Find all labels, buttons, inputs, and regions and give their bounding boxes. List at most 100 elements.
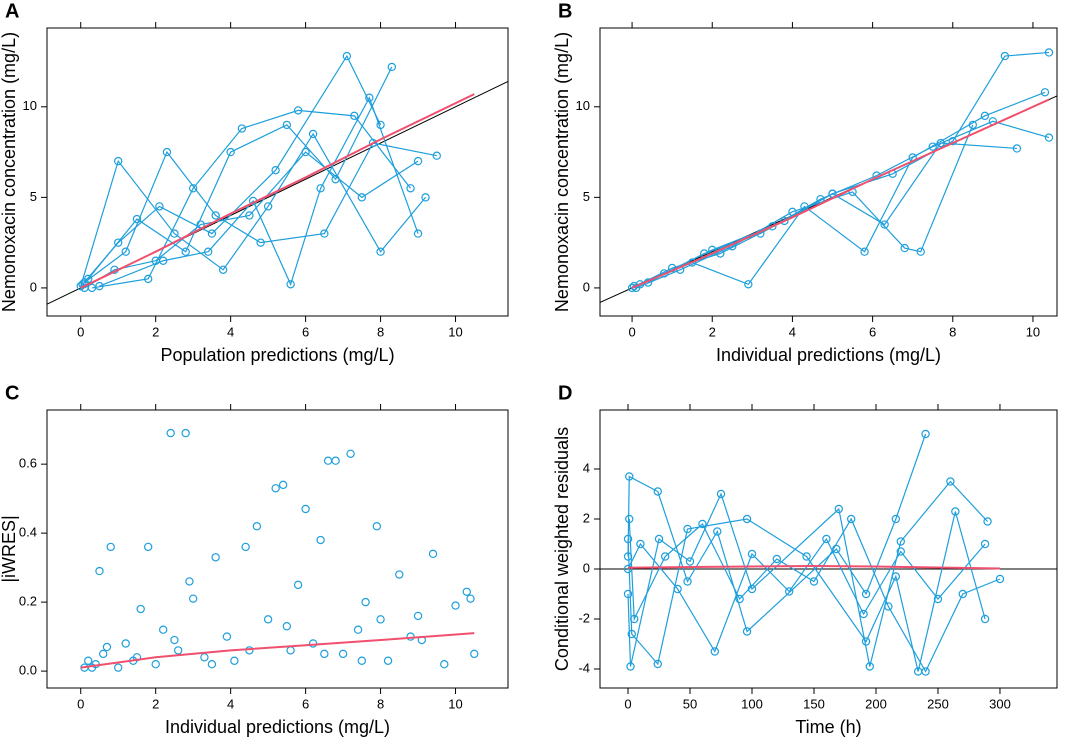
point (891, 572, 901, 581)
point (713, 527, 722, 536)
subject-line (87, 66, 393, 280)
point (744, 280, 753, 289)
point (308, 129, 318, 139)
panel: B 0 2 4 6 8 10 0 5 10 Individual predictions (mg/L… (552, 0, 1058, 365)
x-axis-title: Individual predictions (mg/L) (165, 717, 390, 737)
point (271, 484, 280, 493)
point (626, 662, 635, 671)
subject-line (91, 109, 412, 289)
y-tick-label: 5 (30, 189, 37, 204)
point (653, 487, 662, 496)
subject-line (82, 54, 382, 285)
subject-line (631, 142, 1017, 289)
plot-area (600, 48, 1057, 303)
subject-line (633, 51, 1050, 287)
subject-line (80, 132, 427, 287)
point (271, 165, 280, 175)
point (470, 649, 479, 659)
point (1044, 133, 1054, 142)
y-axis-title: Nemonoxacin concentration (mg/L) (0, 32, 19, 312)
point (946, 477, 955, 486)
point (421, 193, 430, 202)
point (301, 504, 310, 514)
x-tick-label: 8 (949, 324, 956, 339)
subject-line (99, 96, 419, 287)
y-tick-label: 5 (583, 189, 590, 204)
point (395, 570, 404, 579)
plot-frame (599, 409, 1058, 689)
point (357, 656, 367, 665)
point (114, 238, 123, 247)
y-tick-label: 0 (583, 560, 590, 575)
point (735, 594, 744, 604)
y-tick-label: -2 (578, 610, 590, 625)
x-tick-label: 4 (789, 324, 796, 339)
point (143, 274, 153, 284)
point (627, 283, 637, 293)
point (155, 202, 164, 211)
subject-line (627, 511, 986, 672)
point (350, 111, 359, 121)
point (980, 111, 990, 121)
point (95, 281, 104, 291)
point (252, 522, 262, 531)
point (320, 229, 329, 238)
point (860, 247, 869, 256)
point (237, 124, 247, 133)
point (636, 539, 645, 549)
trend-line (80, 93, 475, 289)
y-tick-label: 0 (30, 279, 37, 294)
point (880, 220, 889, 229)
point (136, 604, 145, 614)
point (372, 522, 382, 531)
point (716, 489, 726, 499)
point (278, 480, 288, 490)
point (809, 577, 819, 586)
point (861, 589, 871, 599)
point (170, 635, 179, 645)
point (114, 156, 123, 166)
y-tick-label: 4 (583, 460, 590, 475)
x-axis-title: Individual predictions (mg/L) (716, 345, 941, 365)
panel: C 0 2 4 6 8 10 0.0 0.2 0.4 0.6 Individual predictio… (0, 382, 509, 737)
point (747, 549, 757, 559)
point (308, 639, 318, 648)
panel-label: B (558, 0, 572, 22)
y-tick-label: 0.0 (19, 663, 37, 678)
point (859, 609, 868, 619)
y-tick-label: -4 (578, 660, 590, 675)
point (320, 649, 329, 659)
point (368, 138, 378, 148)
point (245, 211, 254, 220)
point (406, 184, 415, 193)
point (387, 62, 397, 72)
point (166, 428, 175, 438)
point (623, 564, 633, 574)
point (188, 184, 198, 193)
point (316, 184, 325, 193)
point (263, 615, 273, 624)
point (286, 646, 295, 655)
x-tick-label: 300 (989, 696, 1011, 711)
point (256, 238, 265, 247)
y-axis-title: Conditional weighted residuals (552, 427, 572, 671)
x-tick-label: 2 (709, 324, 716, 339)
point (263, 202, 273, 211)
panel-label: D (558, 382, 572, 404)
point (222, 632, 232, 641)
point (361, 597, 370, 607)
subject-line (647, 120, 1050, 284)
plot-frame (46, 27, 509, 317)
panel-label: C (5, 382, 19, 404)
point (286, 280, 295, 289)
point (896, 537, 905, 546)
point (958, 589, 967, 599)
point (928, 142, 937, 151)
point (683, 524, 692, 534)
x-tick-label: 200 (865, 696, 887, 711)
point (106, 542, 115, 552)
point (685, 557, 695, 566)
subject-line (627, 480, 989, 667)
point (802, 552, 811, 561)
point (95, 566, 104, 576)
